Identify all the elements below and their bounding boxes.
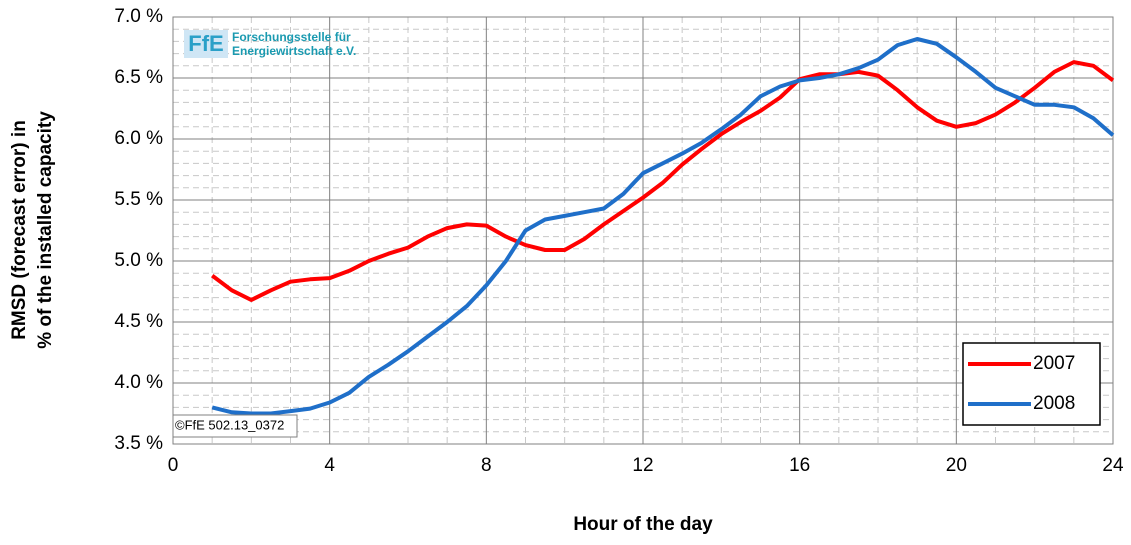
- x-tick-label: 20: [946, 455, 967, 476]
- x-axis-title: Hour of the day: [573, 514, 713, 535]
- x-tick-label: 0: [168, 455, 179, 476]
- legend-box: [962, 342, 1101, 426]
- y-tick-label: 6.5 %: [114, 67, 163, 88]
- series-line: [211, 60, 1115, 302]
- y-tick-label: 5.5 %: [114, 189, 163, 210]
- y-axis-title: RMSD (forecast error) in: [9, 120, 30, 340]
- legend-label: 2008: [1033, 393, 1075, 414]
- logo: FfE: [188, 31, 223, 56]
- x-tick-label: 4: [324, 455, 335, 476]
- copyright-box: [172, 414, 298, 438]
- y-axis-title: % of the installed capacity: [35, 111, 56, 349]
- x-tick-label: 24: [1102, 455, 1124, 476]
- series-line: [211, 37, 1115, 416]
- y-tick-label: 7.0 %: [114, 6, 163, 27]
- logo-text: Forschungsstelle für: [232, 30, 351, 44]
- logo-text: Energiewirtschaft e.V.: [232, 44, 356, 58]
- x-tick-label: 16: [789, 455, 810, 476]
- legend-label: 2007: [1033, 353, 1075, 374]
- copyright: ©FfE 502.13_0372: [175, 417, 284, 432]
- y-tick-label: 5.0 %: [114, 250, 163, 271]
- logo-box: [184, 30, 228, 58]
- x-tick-label: 12: [632, 455, 653, 476]
- y-tick-label: 4.5 %: [114, 311, 163, 332]
- y-tick-label: 6.0 %: [114, 128, 163, 149]
- y-tick-label: 3.5 %: [114, 433, 163, 454]
- x-tick-label: 8: [481, 455, 492, 476]
- y-tick-label: 4.0 %: [114, 372, 163, 393]
